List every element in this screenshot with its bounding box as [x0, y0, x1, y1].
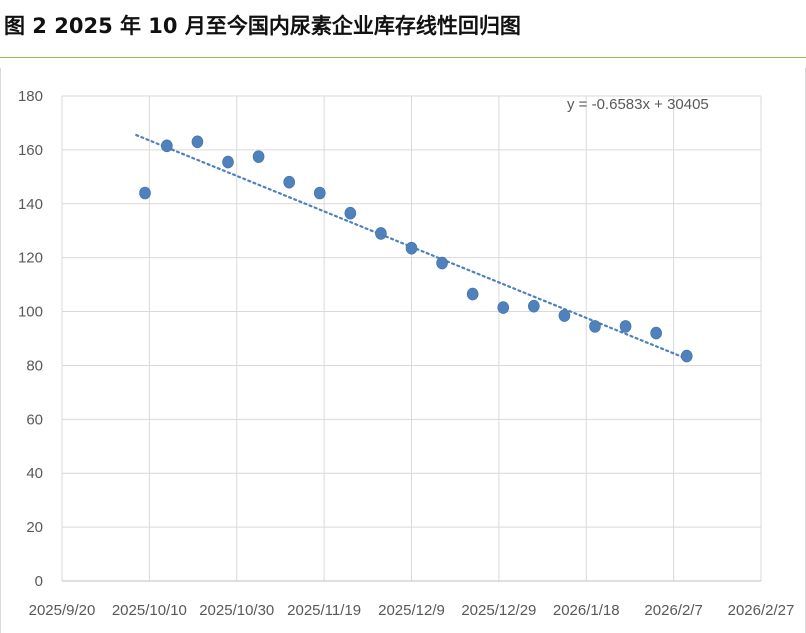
- x-tick-label: 2025/10/10: [112, 602, 187, 619]
- data-point: [650, 326, 662, 340]
- tick-labels: 0 20 40 60 80 100 120 140 160 180 2025/9/20 2025/10…: [18, 88, 794, 619]
- chart-container: 0 20 40 60 80 100 120 140 160 180 2025/9/20 2025/10…: [0, 68, 806, 633]
- x-tick-label: 2025/12/9: [378, 602, 445, 619]
- data-point: [222, 155, 234, 169]
- y-tick-label: 60: [26, 411, 43, 428]
- data-point: [466, 287, 479, 301]
- data-point: [619, 320, 632, 333]
- y-tick-label: 20: [26, 519, 43, 536]
- x-tick-label: 2025/10/30: [199, 602, 274, 619]
- data-point: [589, 320, 601, 333]
- x-tick-label: 2026/1/18: [553, 602, 620, 619]
- data-point: [252, 150, 265, 163]
- grid-lines: [62, 95, 762, 581]
- y-tick-label: 40: [26, 465, 43, 482]
- axes: [61, 95, 761, 582]
- data-point: [375, 227, 387, 240]
- y-tick-label: 0: [35, 573, 43, 590]
- y-tick-label: 140: [18, 196, 43, 213]
- data-point: [161, 139, 173, 153]
- x-tick-label: 2025/12/29: [461, 602, 536, 619]
- y-tick-label: 100: [18, 304, 43, 321]
- figure-title: 图 2 2025 年 10 月至今国内尿素企业库存线性回归图: [4, 14, 521, 38]
- title-divider: [0, 57, 806, 58]
- data-point: [528, 299, 540, 313]
- data-point: [405, 241, 418, 255]
- scatter-chart: 0 20 40 60 80 100 120 140 160 180 2025/9/20 2025/10…: [18, 88, 794, 619]
- x-tick-label: 2026/2/7: [644, 602, 702, 619]
- data-point: [191, 135, 204, 149]
- data-point: [497, 301, 510, 314]
- data-point: [313, 186, 326, 200]
- trendline-equation: y = -0.6583x + 30405: [567, 96, 709, 113]
- data-point: [139, 186, 151, 200]
- y-tick-label: 180: [18, 88, 43, 105]
- data-point: [680, 349, 693, 363]
- data-point: [436, 256, 448, 270]
- data-point: [283, 175, 295, 189]
- y-tick-label: 80: [26, 357, 43, 374]
- data-point: [344, 206, 357, 220]
- y-tick-label: 120: [18, 250, 43, 267]
- data-point: [558, 309, 571, 322]
- data-points: [139, 135, 693, 363]
- x-tick-label: 2026/2/27: [728, 602, 795, 619]
- y-tick-label: 160: [18, 142, 43, 159]
- x-tick-label: 2025/11/19: [287, 602, 361, 619]
- x-tick-label: 2025/9/20: [29, 602, 96, 619]
